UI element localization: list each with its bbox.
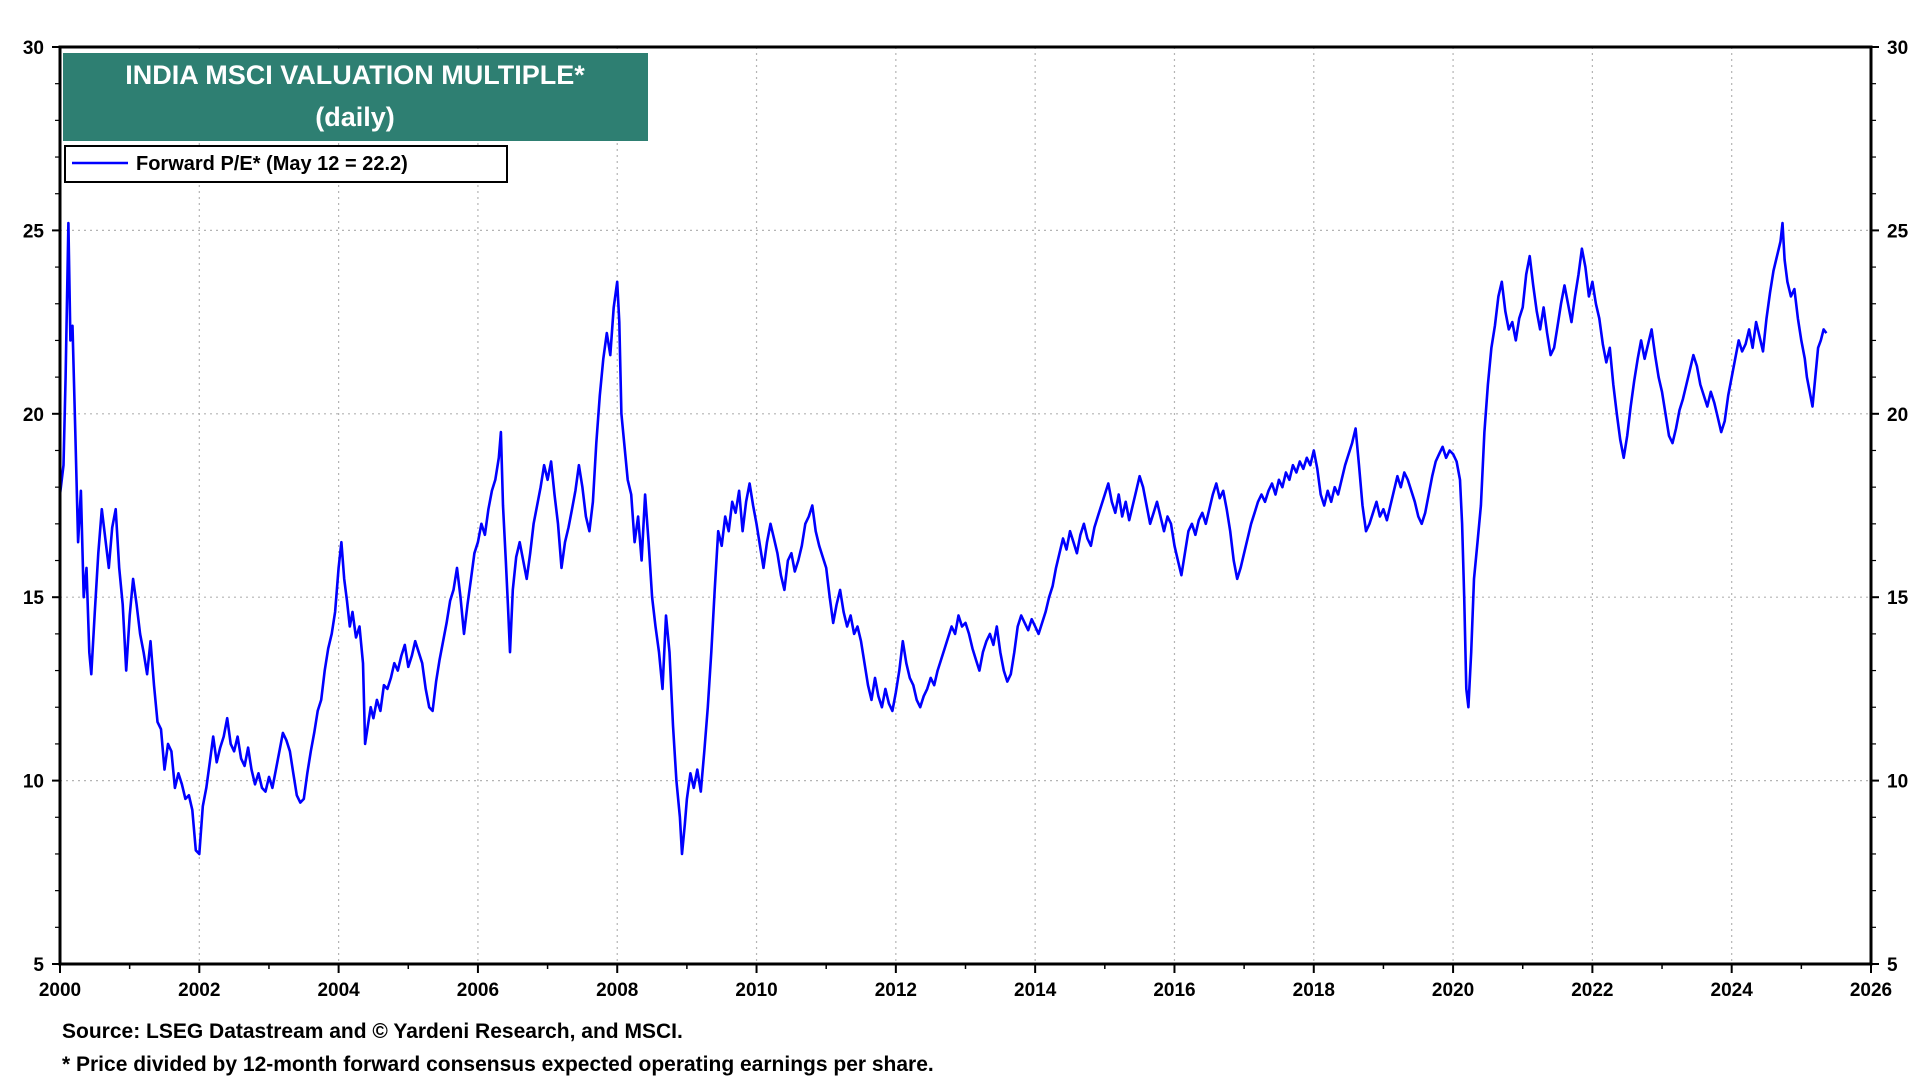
x-tick-label: 2022 [1571, 980, 1613, 1001]
y-tick-label-right: 10 [1887, 772, 1908, 793]
x-tick-label: 2024 [1711, 980, 1754, 1001]
x-tick-label: 2006 [457, 980, 499, 1001]
x-tick-label: 2016 [1153, 980, 1195, 1001]
y-tick-label-left: 20 [23, 405, 44, 426]
legend-entry: Forward P/E* (May 12 = 22.2) [136, 153, 408, 175]
x-tick-label: 2012 [875, 980, 917, 1001]
footnote: * Price divided by 12-month forward cons… [62, 1053, 934, 1076]
y-tick-label-left: 5 [33, 955, 44, 976]
legend: Forward P/E* (May 12 = 22.2) [64, 145, 508, 183]
y-tick-label-left: 10 [23, 772, 44, 793]
x-tick-label: 2014 [1014, 980, 1057, 1001]
x-axis: 2000 2002 2004 2006 2008 2010 2012 2014 2016 2018… [39, 964, 1892, 1001]
y-tick-label-right: 5 [1887, 955, 1898, 976]
y-tick-label-right: 30 [1887, 38, 1908, 59]
x-tick-label: 2020 [1432, 980, 1474, 1001]
x-tick-label: 2008 [596, 980, 638, 1001]
x-tick-label: 2010 [735, 980, 777, 1001]
series-line-forward-pe [58, 221, 1828, 856]
x-tick-label: 2000 [39, 980, 81, 1001]
chart-title: INDIA MSCI VALUATION MULTIPLE* [125, 60, 585, 90]
y-tick-label-left: 25 [23, 221, 45, 242]
y-tick-label-right: 20 [1887, 405, 1908, 426]
x-tick-label: 2018 [1293, 980, 1335, 1001]
series-layer [58, 221, 1828, 856]
y-axis-left: 5 10 15 20 25 30 [23, 38, 60, 976]
y-axis-right: 5 10 15 20 25 30 [1871, 38, 1909, 976]
y-tick-label-right: 15 [1887, 588, 1909, 609]
chart-subtitle: (daily) [315, 102, 395, 132]
grid-lines [60, 47, 1871, 964]
plot-frame [58, 45, 1873, 966]
y-tick-label-left: 15 [23, 588, 45, 609]
legend-box [64, 145, 508, 183]
source-note: Source: LSEG Datastream and © Yardeni Re… [62, 1020, 683, 1043]
y-tick-label-left: 30 [23, 38, 44, 59]
y-tick-label-right: 25 [1887, 221, 1909, 242]
x-tick-label: 2026 [1850, 980, 1892, 1001]
title-background [63, 53, 648, 141]
title-box: INDIA MSCI VALUATION MULTIPLE* (daily) [63, 53, 648, 141]
x-tick-label: 2004 [317, 980, 360, 1001]
x-tick-label: 2002 [178, 980, 220, 1001]
